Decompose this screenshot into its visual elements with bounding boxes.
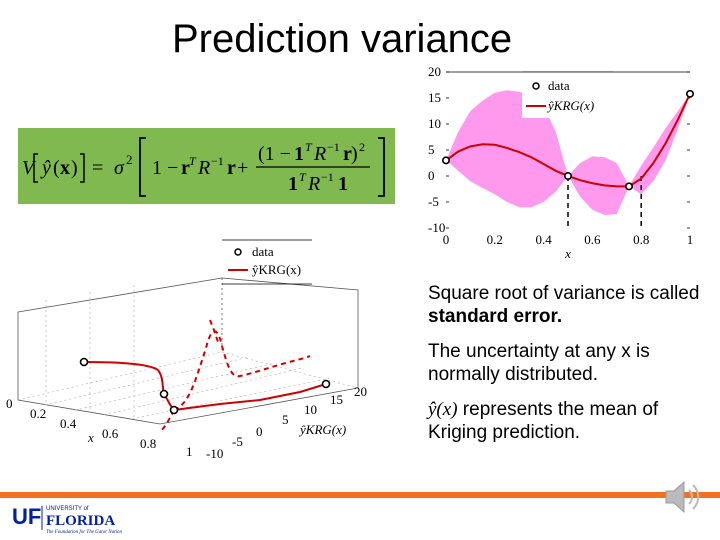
bullet-standard-error: Square root of variance is called standa…: [428, 283, 700, 327]
x-tick: 0.4: [535, 232, 552, 247]
y-tick: 15: [330, 392, 343, 407]
y-tick: 5: [282, 412, 289, 427]
svg-text:−1: −1: [211, 154, 224, 168]
x-tick: 0.8: [140, 436, 156, 451]
x-tick: 1: [687, 232, 694, 247]
svg-text:r: r: [181, 157, 190, 179]
y-tick: -5: [232, 434, 243, 449]
svg-text:(1 −: (1 −: [258, 143, 291, 165]
variance-formula: V ŷ ( x ) = σ 2 1 − r T R −1 r + (1 − 1 …: [18, 128, 395, 204]
slide-title: Prediction variance: [172, 17, 513, 61]
x-tick: 0.8: [633, 232, 649, 247]
svg-text:−1: −1: [321, 170, 334, 184]
svg-text:1: 1: [294, 143, 304, 165]
legend-data-label: data: [548, 78, 570, 93]
vertical-dashed: [209, 319, 219, 343]
svg-text:=: =: [92, 157, 103, 179]
svg-text:r: r: [227, 157, 236, 179]
svg-text:UF: UF: [12, 504, 41, 529]
svg-text:1: 1: [338, 173, 348, 195]
svg-text:R: R: [307, 173, 320, 195]
data-point: [169, 405, 179, 415]
x-axis-label: x: [87, 430, 94, 445]
bullet-normal-distribution: The uncertainty at any x is normally dis…: [428, 341, 650, 385]
svg-text:−1: −1: [327, 140, 340, 154]
axis-frame: [17, 312, 359, 425]
data-point: [321, 379, 331, 389]
y-tick: 5: [428, 142, 435, 157]
data-point: [159, 389, 169, 399]
legend-marker: [532, 82, 540, 90]
y-tick: 10: [428, 116, 441, 131]
x-tick: 0: [6, 396, 13, 411]
x-tick: 0.4: [60, 416, 77, 431]
svg-text:1 −: 1 −: [152, 157, 178, 179]
svg-text:R: R: [313, 143, 326, 165]
svg-text:T: T: [305, 140, 313, 154]
confidence-band: [446, 90, 690, 215]
svg-text:): ): [351, 143, 358, 165]
svg-text:1: 1: [288, 173, 298, 195]
footer-bar: [0, 492, 720, 498]
svg-text:(: (: [53, 157, 60, 179]
data-point: [441, 156, 450, 165]
kriging-3d-chart: data ŷKRG(x) 0 0.2 0.4 0.6 0.8 1 x 20 15…: [6, 239, 367, 461]
x-tick: 0.6: [102, 426, 119, 441]
data-point: [685, 89, 694, 98]
y-tick: 0: [256, 424, 263, 439]
svg-text:T: T: [299, 170, 307, 184]
legend-krg-label: ŷKRG(x): [546, 98, 594, 113]
legend-krg-label: ŷKRG(x): [252, 262, 301, 277]
y-tick: 20: [354, 384, 367, 399]
y-tick: 15: [428, 90, 441, 105]
svg-text:x: x: [60, 157, 70, 179]
legend-box: [522, 72, 614, 118]
x-tick: 0.2: [487, 232, 503, 247]
prediction-curve: [83, 361, 175, 411]
x-tick: 0.2: [30, 406, 46, 421]
x-axis-label: x: [564, 246, 571, 261]
svg-text:r: r: [343, 143, 352, 165]
svg-text:2: 2: [126, 152, 133, 167]
x-tick: 0: [443, 232, 450, 247]
speaker-icon[interactable]: [656, 472, 706, 522]
svg-text:2: 2: [359, 140, 365, 154]
svg-text:UNIVERSITY of: UNIVERSITY of: [46, 506, 89, 512]
y-tick: 20: [428, 64, 441, 79]
svg-text:σ: σ: [114, 157, 125, 179]
data-point: [564, 172, 573, 181]
legend-data-label: data: [252, 244, 274, 259]
y-tick: -10: [206, 446, 223, 461]
prediction-curve-tail: [173, 383, 327, 411]
data-point: [625, 182, 634, 191]
data-point: [79, 357, 89, 367]
x-tick: 0.6: [584, 232, 601, 247]
bullet-kriging-mean: ŷ(x) represents the mean of Kriging pred…: [428, 399, 659, 443]
svg-text:+: +: [237, 157, 248, 179]
upper-bound-dashed: [173, 330, 311, 411]
y-tick: -5: [428, 194, 439, 209]
uf-logo: UF UNIVERSITY of FLORIDA The Foundation …: [12, 504, 122, 535]
svg-text:The Foundation for The Gator N: The Foundation for The Gator Nation: [46, 530, 122, 535]
svg-text:ŷ: ŷ: [40, 157, 51, 179]
svg-text:): ): [71, 157, 78, 179]
y-tick: 10: [304, 402, 317, 417]
x-tick: 1: [186, 444, 193, 459]
y-tick: 0: [428, 168, 435, 183]
svg-text:R: R: [197, 157, 210, 179]
svg-text:FLORIDA: FLORIDA: [46, 513, 115, 529]
y-axis-label: ŷKRG(x): [298, 422, 346, 437]
svg-text:T: T: [189, 154, 197, 168]
bullet-list: Square root of variance is called standa…: [428, 282, 718, 456]
y-tick: -10: [428, 220, 445, 235]
